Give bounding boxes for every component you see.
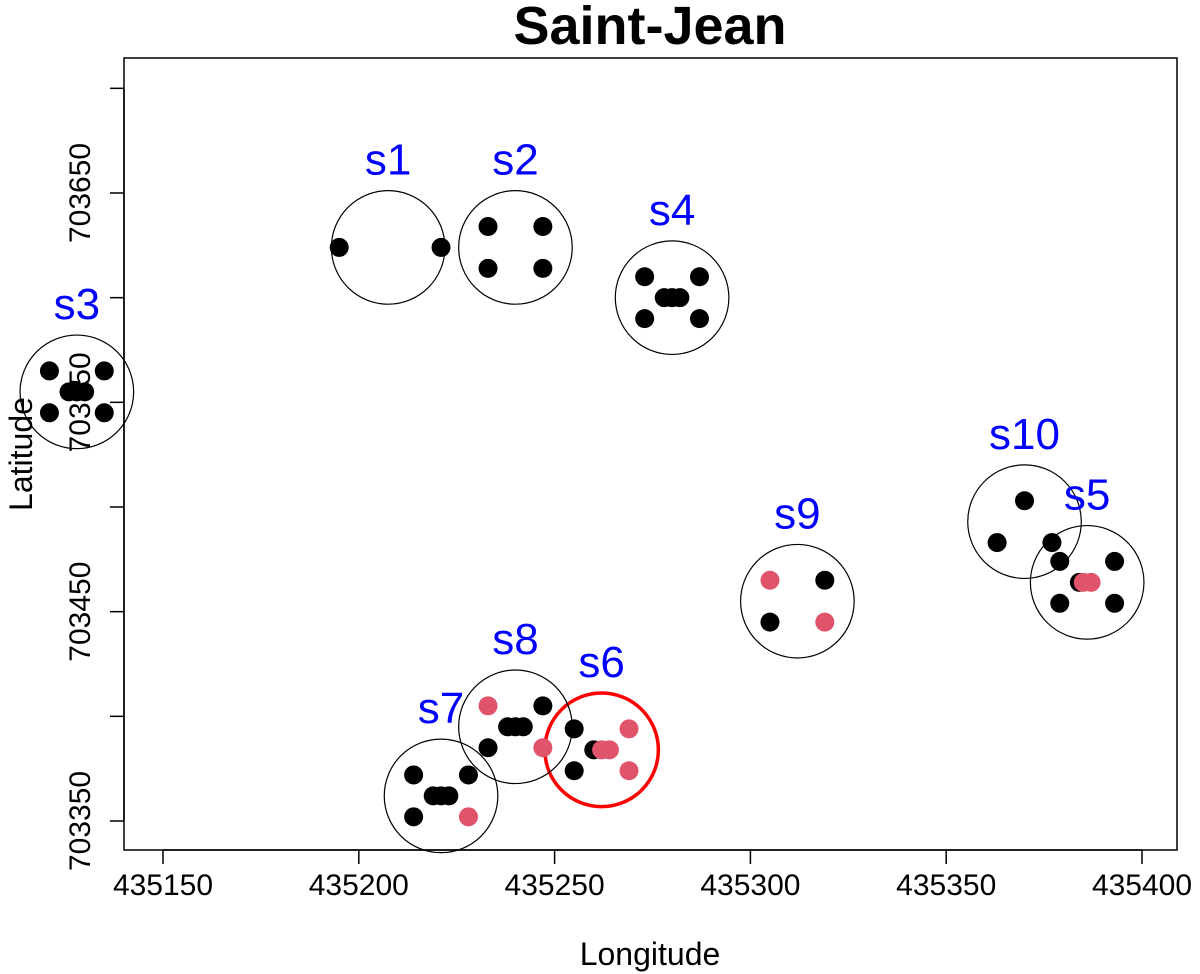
tree-point [478, 738, 498, 758]
tree-point [404, 807, 424, 827]
chart-title: Saint-Jean [513, 0, 786, 56]
tree-point [1050, 551, 1070, 571]
tree-point [404, 765, 424, 785]
site-label-s3: s3 [54, 280, 100, 329]
tree-point [1105, 551, 1125, 571]
highlighted-tree-point [619, 719, 639, 739]
x-tick-label: 435400 [1092, 869, 1192, 902]
tree-point [1042, 533, 1062, 553]
site-label-s10: s10 [989, 410, 1060, 459]
x-axis-label: Longitude [580, 936, 721, 972]
highlighted-tree-point [458, 807, 478, 827]
tree-point [635, 309, 655, 329]
site-label-s5: s5 [1064, 471, 1110, 520]
tree-point [670, 288, 690, 308]
site-label-s1: s1 [365, 136, 411, 185]
highlighted-tree-point [599, 740, 619, 760]
tree-point [1015, 491, 1035, 511]
tree-point [39, 361, 59, 381]
tree-point [39, 403, 59, 423]
tree-point [815, 570, 835, 590]
tree-point [513, 717, 533, 737]
site-circle-s3 [19, 334, 135, 450]
site-label-s8: s8 [492, 615, 538, 664]
tree-point [564, 761, 584, 781]
y-tick-label: 703350 [64, 771, 97, 871]
x-tick-label: 435200 [309, 869, 409, 902]
highlighted-tree-point [815, 612, 835, 632]
site-circle-s5 [1029, 524, 1145, 640]
tree-point [94, 403, 114, 423]
tree-point [689, 309, 709, 329]
site-circle-s2 [458, 190, 573, 305]
y-tick-label: 703650 [64, 143, 97, 243]
x-axis: 435150 435200 435250 435300 435350 435400 [113, 849, 1192, 902]
highlighted-tree-point [619, 761, 639, 781]
highlighted-tree-point [533, 738, 553, 758]
site-label-s7: s7 [418, 684, 464, 733]
site-circle-s10 [967, 464, 1082, 580]
tree-point [329, 237, 349, 257]
tree-point [987, 533, 1007, 553]
highlighted-tree-point [478, 696, 498, 716]
tree-point [75, 382, 95, 402]
site-circle-s7 [383, 738, 499, 854]
tree-point [478, 216, 498, 236]
tree-point [533, 216, 553, 236]
tree-point [1105, 593, 1125, 613]
tree-point [439, 786, 459, 806]
y-axis-label: Latitude [3, 397, 39, 511]
x-tick-label: 435300 [700, 869, 800, 902]
site-circle-s4 [614, 240, 730, 356]
tree-point [689, 267, 709, 287]
y-tick-label: 703550 [64, 352, 97, 452]
site-circle-s9 [740, 543, 855, 659]
y-tick-label: 703450 [64, 562, 97, 662]
tree-point [533, 258, 553, 278]
tree-point [94, 361, 114, 381]
x-tick-label: 435150 [113, 869, 213, 902]
tree-point [1050, 593, 1070, 613]
site-labels: s1 s2 s3 s4 s5 s6 s7 s8 s9 s10 [54, 136, 1111, 733]
tree-point [458, 765, 478, 785]
tree-point [760, 612, 780, 632]
site-label-s9: s9 [774, 489, 820, 538]
highlighted-tree-point [1081, 572, 1101, 592]
tree-point [635, 267, 655, 287]
site-label-s4: s4 [649, 186, 695, 235]
y-axis: 703350 703450 703550 703650 [64, 87, 125, 871]
highlighted-tree-point [760, 570, 780, 590]
x-tick-label: 435250 [505, 869, 605, 902]
site-label-s2: s2 [492, 136, 538, 185]
tree-point [564, 719, 584, 739]
site-label-s6: s6 [578, 638, 624, 687]
tree-point [478, 258, 498, 278]
tree-point [533, 696, 553, 716]
tree-point [431, 237, 451, 257]
x-tick-label: 435350 [896, 869, 996, 902]
tree-points [39, 216, 1125, 827]
